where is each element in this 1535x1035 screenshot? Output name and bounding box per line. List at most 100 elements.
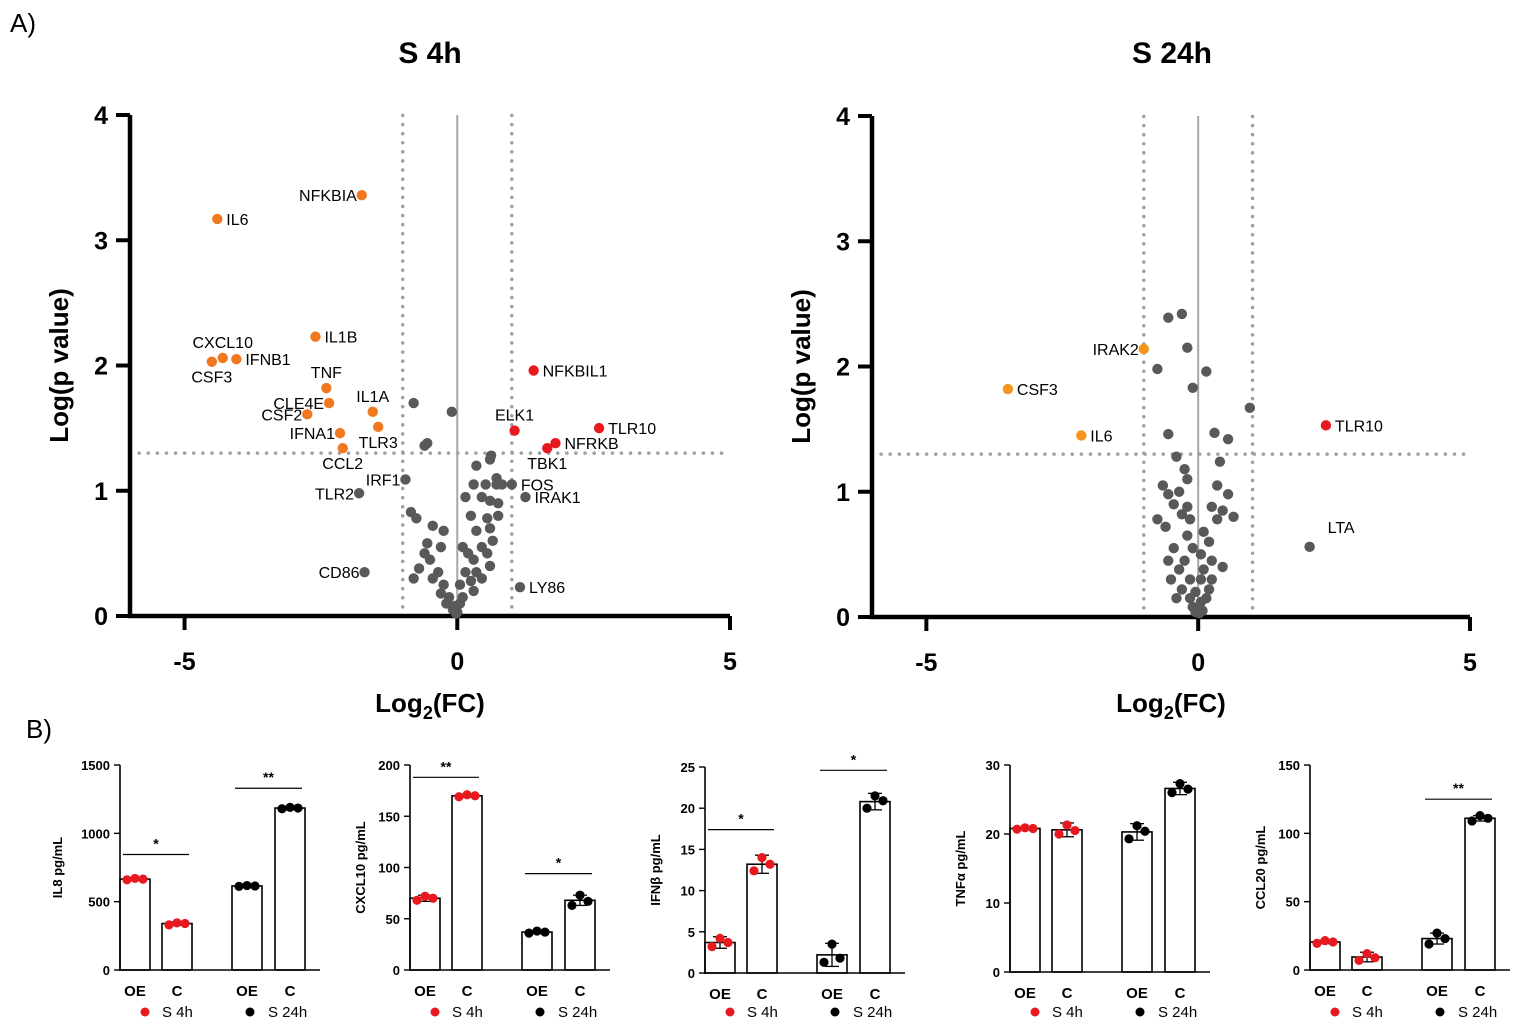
- x-axis-label: Log2(FC): [375, 688, 485, 723]
- data-point-irak1: [520, 491, 531, 503]
- y-tick-label: 30: [986, 758, 1000, 773]
- point-label: NFKBIA: [299, 188, 357, 205]
- data-point: [1244, 402, 1256, 414]
- bar-oe-s4h: [409, 897, 441, 971]
- replicate-point: [1475, 810, 1485, 821]
- point-label: ELK1: [495, 408, 534, 425]
- data-point: [1187, 382, 1198, 393]
- category-label: C: [1175, 985, 1186, 1002]
- category-label: C: [285, 983, 296, 1000]
- data-point-cle4e: [323, 397, 335, 409]
- legend-marker-s4h: [430, 1007, 440, 1017]
- y-tick-label: 150: [1278, 758, 1300, 773]
- point-label: IFNB1: [245, 352, 290, 369]
- data-point: [454, 598, 466, 609]
- category-label: OE: [124, 983, 146, 1000]
- significance-label: *: [738, 811, 744, 827]
- replicate-point: [1370, 953, 1380, 963]
- data-point: [1206, 501, 1217, 512]
- data-point: [408, 573, 419, 584]
- replicate-point: [234, 881, 244, 891]
- chart-title: S 4h: [398, 37, 461, 70]
- legend-label-s24h: S 24h: [268, 1004, 307, 1021]
- replicate-point: [470, 791, 480, 801]
- replicate-point: [293, 803, 303, 813]
- y-tick-label: 0: [393, 963, 400, 978]
- y-tick-label: 1: [836, 479, 850, 507]
- data-point-lta: [1304, 541, 1315, 553]
- data-point: [1182, 530, 1193, 541]
- legend-label-s24h: S 24h: [853, 1004, 892, 1021]
- replicate-point: [835, 953, 845, 963]
- data-point: [1176, 308, 1188, 320]
- bar-chart-tnfa: OE C OE C 0 10 20 30 TNFα pg/mL S 4h S 24h: [953, 758, 1210, 1021]
- data-point: [1171, 451, 1182, 462]
- replicate-point: [1320, 936, 1330, 946]
- bar-c-s24h: [859, 800, 891, 974]
- point-label: CXCL10: [192, 335, 253, 352]
- data-point: [476, 491, 488, 503]
- data-point: [1173, 564, 1185, 575]
- data-point: [1209, 427, 1220, 439]
- legend-marker-s24h: [245, 1007, 255, 1017]
- replicate-point: [1362, 949, 1372, 959]
- significance-label: *: [556, 855, 562, 871]
- data-point: [1163, 555, 1174, 566]
- data-point-csf2: [302, 409, 313, 420]
- data-point-tlr3: [372, 421, 384, 433]
- category-label: OE: [236, 983, 258, 1000]
- data-point: [484, 454, 496, 465]
- data-point: [465, 575, 477, 587]
- data-point: [465, 510, 477, 521]
- data-point: [1198, 526, 1209, 538]
- replicate-point: [757, 853, 767, 863]
- point-label: NFRKB: [564, 436, 618, 453]
- data-point-nfrkb: [550, 437, 561, 449]
- replicate-point: [1328, 937, 1338, 947]
- data-point-il6: [212, 213, 223, 225]
- category-label: OE: [709, 986, 731, 1003]
- replicate-point: [130, 873, 140, 884]
- bar-c-s4h: [746, 863, 778, 974]
- data-point: [1195, 549, 1207, 560]
- data-point: [438, 525, 449, 537]
- replicate-point: [138, 874, 148, 884]
- replicate-point: [164, 920, 174, 930]
- point-label: LY86: [529, 580, 565, 597]
- replicate-point: [1062, 820, 1072, 830]
- data-point: [1157, 480, 1169, 491]
- replicate-point: [1124, 834, 1134, 844]
- point-label: TLR10: [1335, 418, 1383, 435]
- significance-label: *: [153, 836, 159, 852]
- point-label: CCL2: [322, 456, 363, 473]
- legend-marker-s24h: [1435, 1007, 1445, 1017]
- replicate-point: [765, 859, 775, 869]
- x-tick-label: 5: [1463, 649, 1477, 677]
- legend-marker-s24h: [830, 1007, 840, 1017]
- x-axis-label-sub: 2: [423, 703, 433, 723]
- data-point: [1222, 489, 1234, 500]
- point-label: TLR10: [608, 421, 656, 438]
- x-axis-label-rest: (FC): [1174, 688, 1226, 718]
- replicate-point: [1070, 825, 1080, 836]
- data-point: [1198, 564, 1209, 575]
- y-tick-label: 50: [386, 912, 400, 927]
- data-point: [1228, 511, 1239, 522]
- x-tick-label: 0: [450, 648, 464, 676]
- data-point-ccl2: [337, 442, 348, 454]
- y-tick-label: 500: [88, 895, 110, 910]
- y-tick-label: 0: [1293, 963, 1300, 978]
- bar-oe-s4h: [119, 878, 151, 971]
- replicate-point: [1432, 928, 1442, 938]
- replicate-point: [715, 933, 725, 943]
- replicate-point: [462, 790, 472, 800]
- legend-marker-s24h: [535, 1007, 545, 1017]
- replicate-point: [1440, 933, 1450, 944]
- point-label: IL1A: [356, 389, 389, 406]
- point-label: IL1B: [324, 330, 357, 347]
- data-point-tnf: [321, 382, 332, 394]
- data-point: [484, 560, 496, 572]
- y-tick-label: 100: [1278, 826, 1300, 841]
- data-point: [492, 498, 504, 509]
